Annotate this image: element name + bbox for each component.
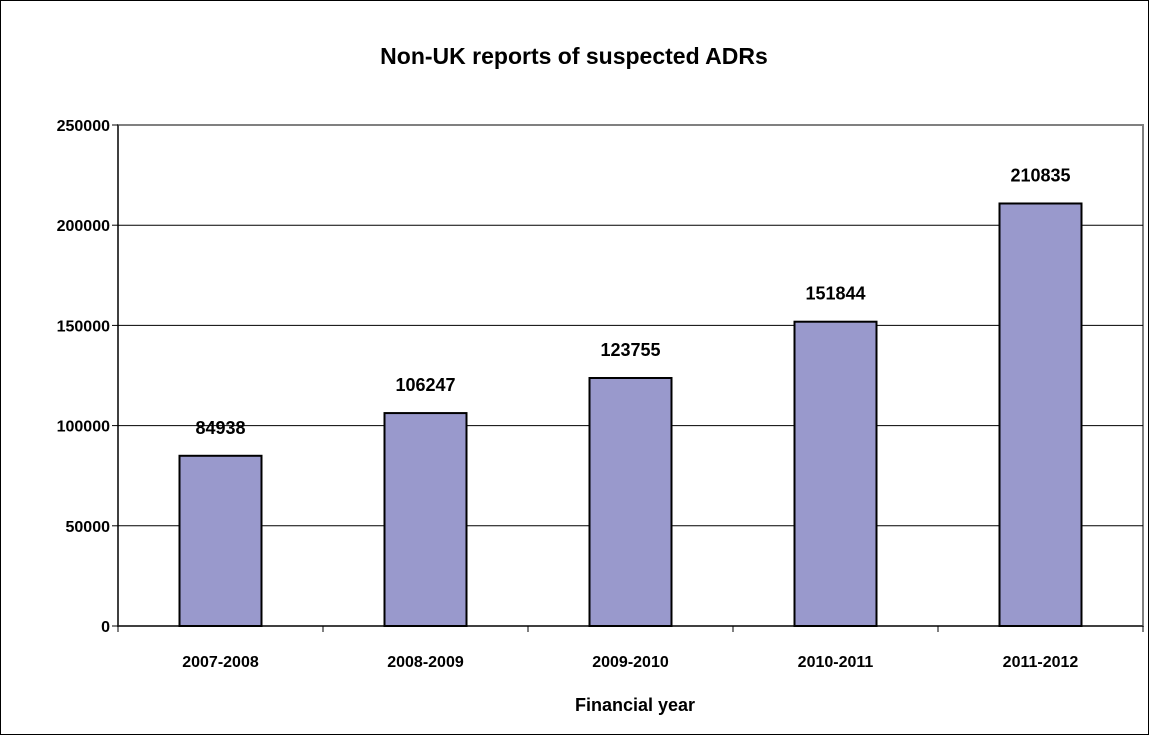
data-label: 210835 [1010, 165, 1070, 185]
y-tick-label: 50000 [66, 519, 111, 536]
y-tick-label: 250000 [57, 118, 110, 135]
x-tick-label: 2011-2012 [1003, 654, 1079, 671]
bar-2011-2012 [998, 202, 1083, 627]
data-label: 123755 [600, 340, 660, 360]
data-label: 151844 [805, 284, 865, 304]
chart-title: Non-UK reports of suspected ADRs [380, 43, 768, 69]
y-axis: 0 50000 100000 150000 200000 250000 [57, 118, 119, 636]
x-tick-label: 2007-2008 [182, 654, 259, 671]
y-tick-label: 200000 [57, 218, 110, 235]
y-tick-label: 0 [101, 619, 110, 636]
plot-area: 84938 106247 123755 151844 210835 [117, 124, 1144, 628]
bar-2009-2010 [588, 376, 673, 628]
x-axis-title: Financial year [575, 695, 695, 715]
bar-2010-2011 [793, 320, 878, 627]
data-labels: 84938 106247 123755 151844 210835 [195, 165, 1070, 437]
y-tick-label: 150000 [57, 318, 110, 335]
x-tick-label: 2008-2009 [387, 654, 464, 671]
bar-2008-2009 [383, 412, 468, 628]
data-label: 84938 [195, 418, 245, 438]
x-axis: 2007-2008 2008-2009 2009-2010 2010-2011 2011… [117, 625, 1144, 671]
x-tick-label: 2009-2010 [592, 654, 669, 671]
bar-2007-2008 [178, 454, 263, 627]
data-label: 106247 [395, 375, 455, 395]
y-tick-label: 100000 [57, 419, 110, 436]
x-tick-label: 2010-2011 [798, 654, 874, 671]
